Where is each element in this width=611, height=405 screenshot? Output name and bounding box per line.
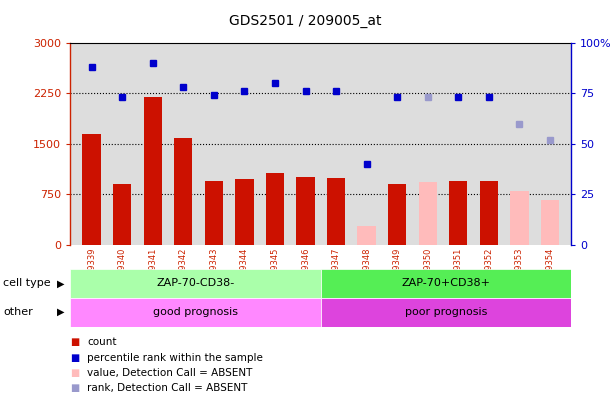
Text: ▶: ▶: [57, 279, 64, 288]
Bar: [70, 269, 321, 298]
Text: ZAP-70+CD38+: ZAP-70+CD38+: [401, 278, 491, 288]
Bar: [144, 96, 162, 245]
Bar: [449, 181, 467, 245]
Bar: [321, 298, 571, 327]
Text: poor prognosis: poor prognosis: [405, 307, 487, 317]
Text: rank, Detection Call = ABSENT: rank, Detection Call = ABSENT: [87, 384, 247, 393]
Text: good prognosis: good prognosis: [153, 307, 238, 317]
Text: ZAP-70-CD38-: ZAP-70-CD38-: [156, 278, 235, 288]
Bar: [357, 226, 376, 245]
Bar: [266, 173, 284, 245]
Bar: [541, 200, 559, 245]
Bar: [321, 269, 571, 298]
Text: ■: ■: [70, 337, 79, 347]
Text: value, Detection Call = ABSENT: value, Detection Call = ABSENT: [87, 368, 253, 378]
Bar: [480, 181, 498, 245]
Text: cell type: cell type: [3, 279, 51, 288]
Bar: [235, 179, 254, 245]
Text: ■: ■: [70, 368, 79, 378]
Text: count: count: [87, 337, 117, 347]
Bar: [510, 191, 529, 245]
Bar: [113, 184, 131, 245]
Text: other: other: [3, 307, 33, 317]
Bar: [82, 134, 101, 245]
Bar: [174, 139, 192, 245]
Text: ■: ■: [70, 353, 79, 362]
Bar: [70, 298, 321, 327]
Bar: [388, 184, 406, 245]
Text: ▶: ▶: [57, 307, 64, 317]
Bar: [296, 177, 315, 245]
Text: percentile rank within the sample: percentile rank within the sample: [87, 353, 263, 362]
Bar: [327, 177, 345, 245]
Bar: [205, 181, 223, 245]
Text: GDS2501 / 209005_at: GDS2501 / 209005_at: [229, 14, 382, 28]
Text: ■: ■: [70, 384, 79, 393]
Bar: [419, 182, 437, 245]
